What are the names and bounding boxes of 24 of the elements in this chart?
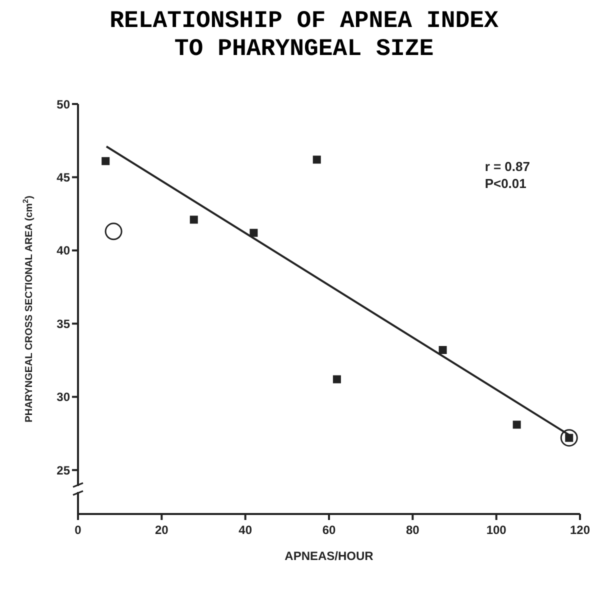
y-tick-label: 30	[56, 390, 70, 404]
y-tick-label: 40	[56, 244, 70, 258]
x-tick-label: 40	[238, 523, 252, 537]
x-tick-label: 100	[486, 523, 507, 537]
y-tick-label: 35	[56, 316, 70, 331]
point	[438, 346, 447, 354]
y-tick-label: 50	[56, 97, 70, 112]
x-tick-label: 120	[570, 523, 590, 537]
annotation: P<0.01	[484, 175, 528, 192]
point	[332, 375, 341, 384]
point	[190, 216, 198, 224]
y-tick-label: 25	[56, 463, 70, 478]
x-tick-label: 0	[74, 523, 82, 537]
x-tick-label: 20	[154, 523, 169, 537]
annotation: r = 0.87	[484, 158, 530, 175]
point	[102, 157, 110, 166]
chart-title: RELATIONSHIP OF APNEA INDEX TO PHARYNGEAL SIZE	[108, 8, 500, 64]
x-tick-label: 60	[322, 523, 336, 537]
point	[512, 420, 521, 429]
x-tick-label: 80	[406, 523, 420, 537]
point	[312, 156, 321, 164]
y-tick-label: 45	[56, 170, 70, 184]
x-axis-title: APNEAS/HOUR	[284, 549, 374, 563]
point	[250, 228, 258, 237]
